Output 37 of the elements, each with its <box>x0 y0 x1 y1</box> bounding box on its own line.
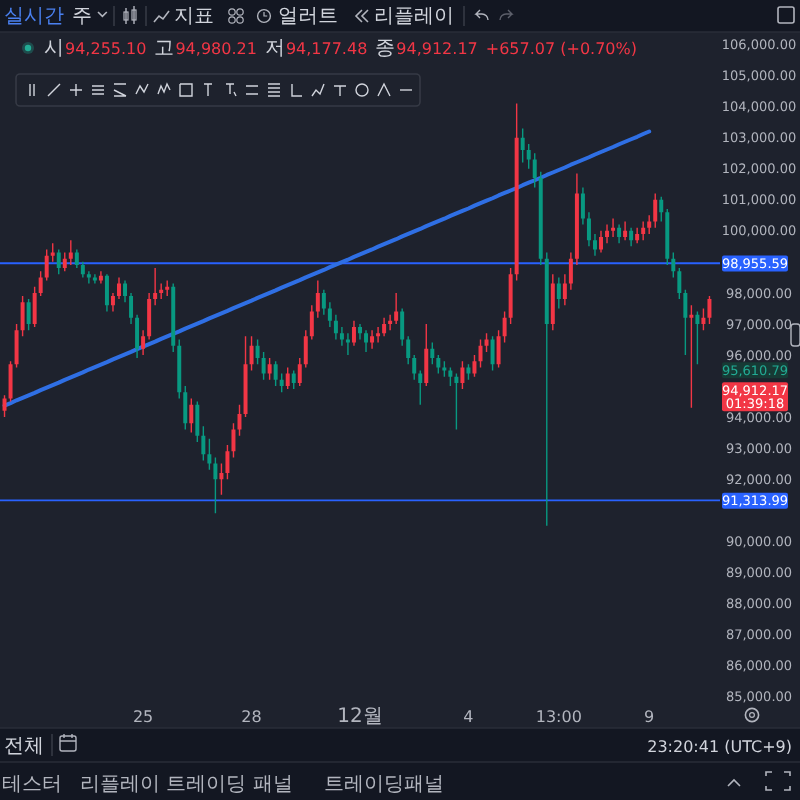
candlestick <box>394 292 399 324</box>
candlestick <box>98 271 103 284</box>
annotation: 저 <box>264 38 285 60</box>
text: 테스터 <box>2 774 62 796</box>
candlestick <box>623 221 628 241</box>
annotation: 종 <box>375 38 396 60</box>
annotation: 94,912.17 <box>396 40 478 58</box>
annotation: 94,255.10 <box>65 40 147 58</box>
text: 얼러트 <box>278 6 338 28</box>
candlestick <box>92 274 97 284</box>
annotation: 시 <box>44 38 64 60</box>
candlestick <box>364 330 369 352</box>
text: 실시간 <box>4 6 64 28</box>
text: 전체 <box>4 736 44 758</box>
candlestick <box>641 221 646 241</box>
annotation: +657.07 (+0.70%) <box>485 40 637 58</box>
x-tick-label: 13:00 <box>535 708 582 726</box>
line-series <box>2 129 652 408</box>
candlestick <box>370 330 375 349</box>
text: 주 <box>72 6 92 28</box>
text: 트레이딩패널 <box>324 774 444 796</box>
x-tick-label: 12월 <box>337 706 383 728</box>
x-tick-label: 25 <box>132 708 154 726</box>
annotation: 94,980.21 <box>175 40 257 58</box>
text: 지표 <box>174 6 214 28</box>
x-tick-label: 4 <box>463 708 474 726</box>
x-tick-label: 9 <box>644 708 655 726</box>
text: 23:20:41 (UTC+9) <box>647 738 792 756</box>
candlestick <box>635 227 640 244</box>
text: 리플레이 <box>374 6 454 28</box>
x-tick-label: 28 <box>241 708 262 726</box>
text: 리플레이 트레이딩 패널 <box>80 774 293 796</box>
candlestick <box>345 333 350 355</box>
candlestick <box>611 218 616 238</box>
annotation: 94,177.48 <box>285 40 368 58</box>
candlestick <box>68 240 73 265</box>
annotation: 고 <box>154 38 175 60</box>
